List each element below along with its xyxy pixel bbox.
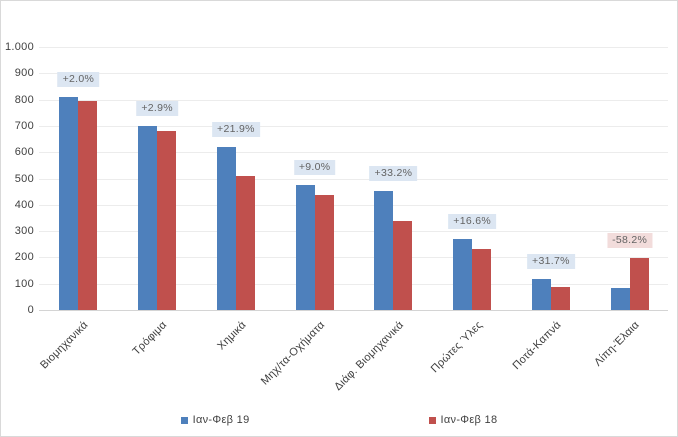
legend-swatch-blue: [180, 416, 188, 424]
legend-label-series2: Ιαν-Φεβ 18: [440, 414, 498, 426]
y-tick-label: 200: [14, 251, 34, 264]
bar-Ιαν-Φεβ-19-7: [610, 288, 630, 310]
bar-Ιαν-Φεβ-19-0: [59, 96, 79, 310]
category-label: Πρώτες Ύλες: [428, 319, 485, 376]
legend: Ιαν-Φεβ 19 Ιαν-Φεβ 18: [1, 414, 677, 426]
pct-change-label: +31.7%: [527, 254, 575, 270]
bar-Ιαν-Φεβ-18-3: [314, 195, 334, 310]
bar-Ιαν-Φεβ-19-6: [531, 279, 551, 310]
gridline: [39, 257, 668, 259]
bar-Ιαν-Φεβ-18-5: [472, 248, 492, 310]
y-tick-label: 0: [27, 304, 34, 316]
category-label: Ποτά-Καπνά: [510, 319, 564, 373]
bar-Ιαν-Φεβ-18-0: [78, 101, 98, 310]
pct-change-label: +2.9%: [136, 100, 178, 116]
gridline: [39, 125, 668, 127]
x-axis-line: [39, 310, 668, 311]
gridline: [39, 47, 668, 48]
y-tick-label: 1.000: [4, 41, 34, 53]
bar-Ιαν-Φεβ-18-7: [629, 258, 649, 310]
bar-Ιαν-Φεβ-19-2: [216, 146, 236, 310]
y-tick-label: 500: [14, 172, 34, 185]
pct-change-label: +2.0%: [57, 71, 100, 87]
pct-change-label: -58.2%: [607, 233, 653, 249]
gridline: [39, 283, 668, 285]
legend-label-series1: Ιαν-Φεβ 19: [192, 414, 250, 426]
y-tick-label: 900: [14, 67, 34, 80]
y-tick-label: 600: [14, 146, 34, 159]
gridline: [39, 152, 668, 154]
pct-change-label: +33.2%: [369, 166, 418, 182]
bar-Ιαν-Φεβ-19-4: [374, 191, 394, 310]
gridline: [39, 99, 668, 101]
y-tick-label: 400: [14, 198, 34, 211]
category-label: Χημικά: [215, 319, 249, 353]
bar-Ιαν-Φεβ-18-2: [235, 176, 255, 310]
y-tick-label: 800: [14, 93, 34, 106]
bar-Ιαν-Φεβ-19-3: [295, 185, 315, 310]
pct-change-label: +9.0%: [293, 160, 336, 176]
category-label: Διάφ. Βιομηχανικά: [331, 319, 406, 394]
legend-swatch-red: [428, 416, 436, 424]
gridline: [39, 204, 668, 206]
pct-change-label: +21.9%: [212, 121, 260, 137]
gridline: [39, 73, 668, 75]
category-label: Μηχ/τα-Οχήματα: [258, 319, 328, 388]
y-tick-label: 700: [14, 119, 34, 132]
bar-Ιαν-Φεβ-18-6: [550, 286, 570, 310]
legend-item-series2: Ιαν-Φεβ 18: [428, 414, 498, 426]
bar-Ιαν-Φεβ-18-4: [393, 220, 413, 310]
gridline: [39, 178, 668, 180]
y-tick-label: 100: [14, 277, 34, 290]
bar-Ιαν-Φεβ-19-5: [453, 238, 473, 310]
category-label: Βιομηχανικά: [38, 319, 91, 372]
legend-item-series1: Ιαν-Φεβ 19: [180, 414, 250, 426]
category-label: Λίπη-Έλαια: [592, 319, 643, 369]
bar-Ιαν-Φεβ-19-1: [138, 125, 158, 310]
bar-Ιαν-Φεβ-18-1: [157, 131, 177, 310]
category-label: Τρόφιμα: [130, 319, 170, 358]
y-tick-label: 300: [14, 225, 34, 238]
pct-change-label: +16.6%: [448, 213, 496, 229]
gridline: [39, 231, 668, 233]
